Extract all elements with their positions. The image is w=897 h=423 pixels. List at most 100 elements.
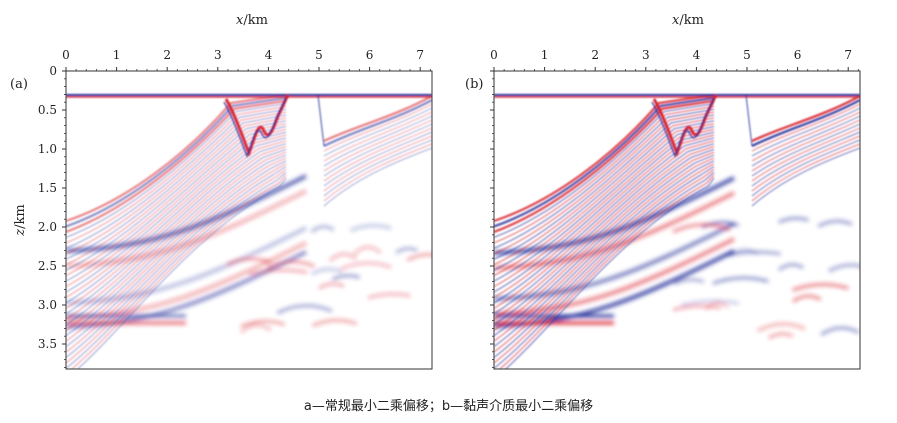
- subsalt-event: [328, 252, 358, 262]
- sediment-reflector: [494, 111, 715, 255]
- flank-reflector: [323, 119, 432, 172]
- sediment-reflector: [494, 160, 715, 348]
- flank-reflector: [751, 98, 860, 148]
- sediment-reflector: [494, 139, 715, 310]
- x-tick-label: 4: [693, 48, 701, 62]
- subsalt-event: [276, 304, 333, 315]
- subsalt-event: [226, 257, 272, 266]
- sediment-reflector: [66, 157, 287, 342]
- subsalt-event: [312, 318, 357, 328]
- sediment-reflector: [494, 105, 715, 244]
- sediment-reflector: [494, 171, 715, 369]
- sediment-reflector: [494, 145, 715, 320]
- flank-reflector: [751, 107, 860, 157]
- flank-reflector: [323, 135, 432, 192]
- flank-reflector: [323, 123, 432, 177]
- flank-reflector: [323, 111, 432, 162]
- sediment-reflector: [494, 148, 715, 326]
- sediment-reflector: [66, 151, 287, 331]
- sediment-reflector: [494, 137, 715, 304]
- x-tick-label: 0: [62, 48, 70, 62]
- x-tick-label: 1: [541, 48, 549, 62]
- sediment-reflector: [66, 148, 287, 326]
- sediment-reflector: [494, 168, 715, 364]
- y-tick-label: 3.0: [38, 298, 57, 312]
- x-tick-label: 5: [743, 48, 751, 62]
- flank-reflector: [323, 143, 432, 202]
- sediment-reflector: [494, 125, 715, 282]
- sediment-reflector: [494, 165, 715, 359]
- seismic-section-b: [494, 93, 860, 369]
- plot-frame-a: [65, 70, 433, 370]
- sediment-reflector: [66, 93, 287, 223]
- deep-reflector: [494, 222, 735, 301]
- sediment-reflector: [494, 96, 715, 228]
- x-tick-label: 3: [642, 48, 650, 62]
- salt-outline: [223, 97, 287, 159]
- flank-reflector: [751, 123, 860, 177]
- sediment-reflector: [76, 177, 287, 369]
- sediment-reflector: [66, 134, 287, 299]
- sediment-reflector: [494, 99, 715, 234]
- subsalt-event: [240, 319, 285, 328]
- x-tick-label: 4: [265, 48, 273, 62]
- subsalt-event: [820, 326, 860, 336]
- y-ticks-a: 0 0.5 1.0 1.5 2.0 2.5 3.0 3.5: [38, 64, 66, 368]
- flank-reflector: [323, 103, 432, 152]
- subsalt-event: [350, 224, 392, 232]
- y-tick-label: 3.5: [38, 337, 57, 351]
- flank-reflector: [751, 115, 860, 167]
- sediment-reflector: [494, 154, 715, 337]
- subsalt-event: [310, 225, 335, 234]
- fault-line: [745, 94, 753, 147]
- x-tick-label: 2: [163, 48, 171, 62]
- sediment-reflector: [66, 139, 287, 310]
- subsalt-event: [704, 301, 730, 311]
- sediment-reflector: [66, 119, 287, 271]
- subsalt-event: [672, 223, 731, 234]
- flank-reflector: [323, 139, 432, 197]
- y-axis-title: z/km: [13, 204, 28, 236]
- subsalt-event: [778, 216, 809, 224]
- sediment-reflector: [494, 162, 715, 353]
- sediment-reflector: [498, 174, 715, 369]
- sediment-reflector: [66, 117, 287, 266]
- sediment-reflector: [494, 93, 715, 223]
- sediment-reflector: [66, 137, 287, 304]
- panel-label-b: (b): [465, 77, 483, 92]
- shallow-reflectors: [66, 93, 432, 369]
- subsalt-event: [240, 323, 272, 334]
- sediment-reflector: [66, 96, 287, 228]
- sediment-reflector: [494, 114, 715, 260]
- sediment-reflector: [494, 122, 715, 277]
- sediment-reflector: [494, 131, 715, 293]
- sediment-reflector: [66, 168, 287, 364]
- subsalt-event: [672, 304, 722, 312]
- y-tick-label: 2.0: [38, 220, 57, 234]
- flank-reflector: [751, 127, 860, 182]
- sediment-reflector: [494, 134, 715, 299]
- sediment-reflector: [494, 102, 715, 239]
- subsalt-event: [723, 250, 781, 258]
- sediment-reflector: [494, 108, 715, 250]
- sediment-reflector: [66, 165, 287, 359]
- subsalt-event: [673, 278, 705, 286]
- sediment-reflector: [70, 174, 287, 369]
- subsalt-event: [367, 292, 411, 300]
- x-tick-label: 0: [490, 48, 498, 62]
- sediment-reflector: [66, 114, 287, 260]
- flank-reflector: [751, 94, 860, 143]
- subsalt-event: [318, 282, 345, 290]
- x-ticks-a: 0 1 2 3 4 5 6 7: [62, 48, 431, 71]
- sediment-reflector: [66, 154, 287, 337]
- subsalt-event: [331, 274, 360, 281]
- sediment-reflector: [66, 160, 287, 348]
- sediment-reflector: [494, 128, 715, 288]
- flank-reflector: [751, 135, 860, 192]
- flank-reflector: [751, 147, 860, 207]
- sediment-reflector: [66, 99, 287, 234]
- x-tick-label: 1: [113, 48, 121, 62]
- x-tick-label: 6: [794, 48, 802, 62]
- x-tick-label: 6: [366, 48, 374, 62]
